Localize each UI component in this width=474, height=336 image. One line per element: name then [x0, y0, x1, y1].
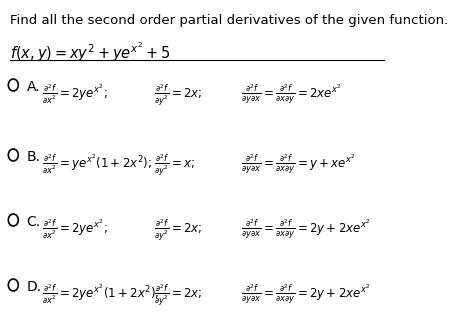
- Text: $\frac{\partial^2 f}{\partial x^2} = ye^{x^2}(1+2x^2)$;: $\frac{\partial^2 f}{\partial x^2} = ye^…: [42, 153, 151, 176]
- Text: $f(x,y) = xy^2 + ye^{x^2} + 5$: $f(x,y) = xy^2 + ye^{x^2} + 5$: [10, 40, 171, 64]
- Text: $\frac{\partial^2 f}{\partial y\partial x} = \frac{\partial^2 f}{\partial x\part: $\frac{\partial^2 f}{\partial y\partial …: [241, 218, 371, 241]
- Text: $\frac{\partial^2 f}{\partial y\partial x} = \frac{\partial^2 f}{\partial x\part: $\frac{\partial^2 f}{\partial y\partial …: [241, 283, 371, 306]
- Text: C.: C.: [27, 215, 41, 229]
- Text: $\frac{\partial^2 f}{\partial y^2} = x$;: $\frac{\partial^2 f}{\partial y^2} = x$;: [154, 153, 195, 178]
- Text: $\frac{\partial^2 f}{\partial y^2} = 2x$;: $\frac{\partial^2 f}{\partial y^2} = 2x$…: [154, 218, 202, 243]
- Text: $\frac{\partial^2 f}{\partial y\partial x} = \frac{\partial^2 f}{\partial x\part: $\frac{\partial^2 f}{\partial y\partial …: [241, 83, 342, 106]
- Text: $\frac{\partial^2 f}{\partial x^2} = 2ye^{x^2}$;: $\frac{\partial^2 f}{\partial x^2} = 2ye…: [42, 218, 107, 241]
- Text: $\frac{\partial^2 f}{\partial x^2} = 2ye^{x^2}(1+2x^2)$;: $\frac{\partial^2 f}{\partial x^2} = 2ye…: [42, 283, 159, 306]
- Text: $\frac{\partial^2 f}{\partial y\partial x} = \frac{\partial^2 f}{\partial x\part: $\frac{\partial^2 f}{\partial y\partial …: [241, 153, 356, 176]
- Text: $\frac{\partial^2 f}{\partial y^2} = 2x$;: $\frac{\partial^2 f}{\partial y^2} = 2x$…: [154, 83, 202, 108]
- Text: A.: A.: [27, 80, 40, 94]
- Text: $\frac{\partial^2 f}{\partial y^2} = 2x$;: $\frac{\partial^2 f}{\partial y^2} = 2x$…: [154, 283, 202, 308]
- Text: B.: B.: [27, 150, 41, 164]
- Text: Find all the second order partial derivatives of the given function.: Find all the second order partial deriva…: [10, 14, 448, 27]
- Text: D.: D.: [27, 280, 42, 294]
- Text: $\frac{\partial^2 f}{\partial x^2} = 2ye^{x^2}$;: $\frac{\partial^2 f}{\partial x^2} = 2ye…: [42, 83, 107, 107]
